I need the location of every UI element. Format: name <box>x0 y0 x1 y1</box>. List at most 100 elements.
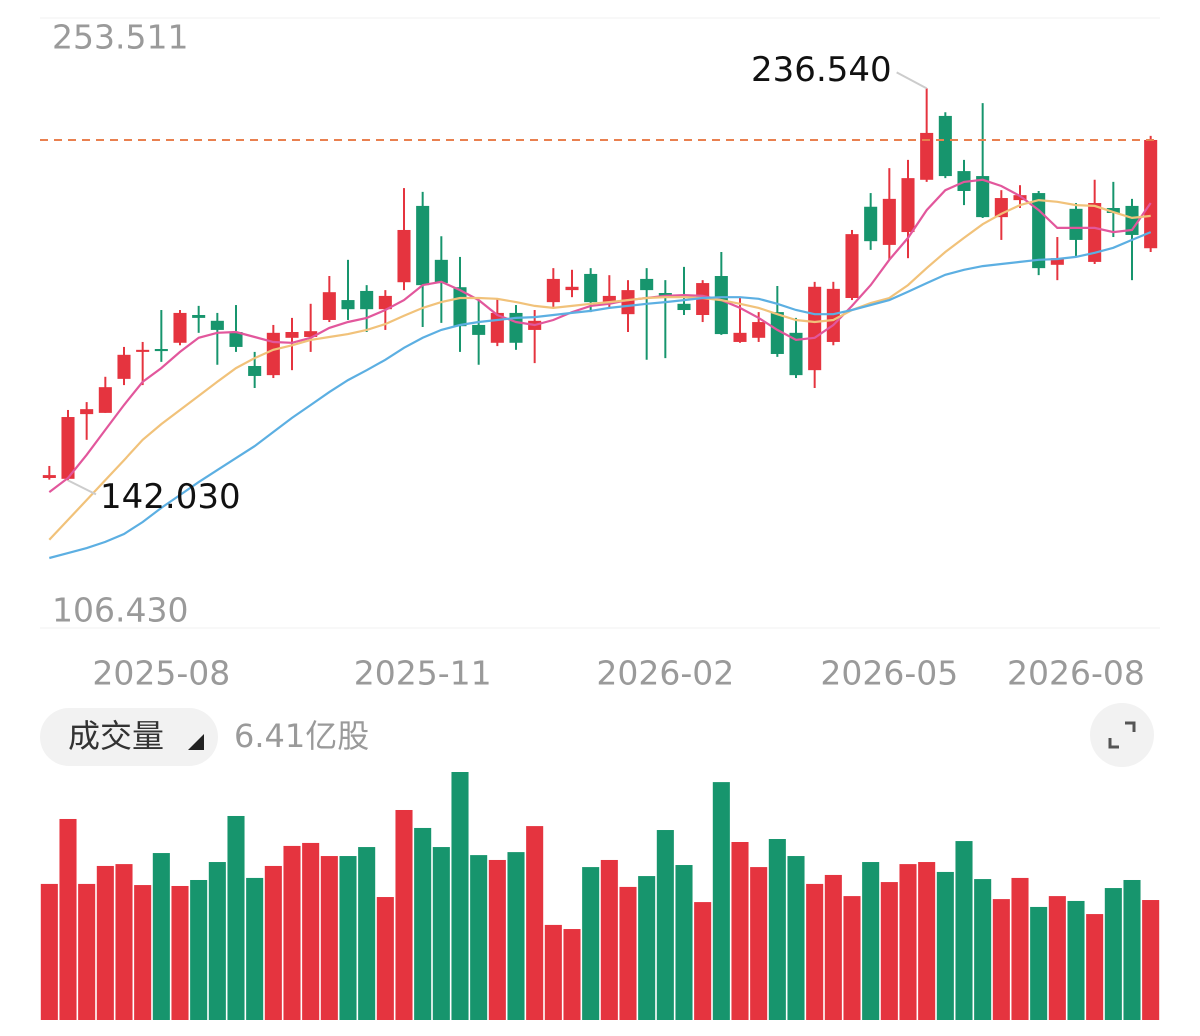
candle-body <box>248 366 262 376</box>
volume-bar <box>1030 906 1048 1020</box>
candle-body <box>808 286 822 371</box>
candle-body <box>266 332 280 376</box>
candle-body <box>304 331 318 337</box>
candle-body <box>1144 139 1158 249</box>
candle-body <box>154 349 168 352</box>
volume-bar <box>918 862 936 1020</box>
volume-bar <box>414 827 432 1020</box>
candle-body <box>621 290 635 315</box>
volume-bar <box>955 841 973 1020</box>
candle-body <box>1125 205 1139 235</box>
candle-body <box>565 286 579 291</box>
volume-header: 成交量 6.41亿股 <box>40 703 1154 767</box>
candle-body <box>602 295 616 303</box>
candle-body <box>864 206 878 242</box>
candle-body <box>173 312 187 343</box>
volume-bar <box>992 899 1010 1020</box>
x-tick-label: 2025-11 <box>354 654 492 693</box>
volume-bar <box>507 852 525 1020</box>
volume-bar <box>1123 879 1141 1020</box>
volume-bar <box>862 862 880 1020</box>
candle-body <box>117 354 131 379</box>
volume-bar <box>544 924 562 1020</box>
low-label: 142.030 <box>100 477 241 517</box>
volume-bar <box>638 876 656 1020</box>
leader-line <box>67 479 97 496</box>
volume-bar <box>190 879 208 1020</box>
candle-body <box>192 314 206 318</box>
labels: 253.511 106.430 2025-08 2025-11 2026-02 2026-… <box>52 18 1145 693</box>
volume-bar <box>899 864 917 1020</box>
y-tick-label: 106.430 <box>52 591 188 630</box>
candle-body <box>901 178 915 233</box>
volume-bar <box>320 856 338 1020</box>
candle-body <box>210 320 224 330</box>
volume-bar <box>787 856 805 1020</box>
volume-bar <box>470 855 488 1020</box>
candle-body <box>61 417 75 479</box>
candles <box>42 88 1158 481</box>
expand-bg <box>1090 703 1154 767</box>
x-tick-label: 2025-08 <box>92 654 230 693</box>
candle-body <box>229 332 243 347</box>
volume-bar <box>78 883 96 1020</box>
volume-bar <box>488 859 506 1020</box>
volume-bar <box>806 883 824 1020</box>
candle-body <box>938 115 952 177</box>
candle-body <box>677 303 691 311</box>
candle-body <box>1088 203 1102 262</box>
candle-body <box>733 332 747 342</box>
volume-value: 6.41亿股 <box>234 717 369 755</box>
volume-bar <box>974 879 992 1020</box>
volume-bar <box>339 856 357 1020</box>
volume-bar <box>227 815 245 1020</box>
expand-button[interactable] <box>1090 703 1154 767</box>
volume-bar <box>1104 888 1122 1020</box>
volume-bar <box>1011 877 1029 1020</box>
candle-body <box>1069 208 1083 240</box>
candle-body <box>416 205 430 286</box>
volume-bar <box>600 859 618 1020</box>
y-tick-label: 253.511 <box>52 18 188 57</box>
volume-bar <box>395 809 413 1020</box>
volume-bar <box>936 871 954 1020</box>
candle-body <box>826 288 840 342</box>
volume-bar <box>264 865 282 1020</box>
volume-bar <box>432 847 450 1020</box>
expand-icon <box>1108 721 1136 749</box>
candle-body <box>1106 207 1120 213</box>
candle-body <box>42 475 56 478</box>
candle-body <box>434 259 448 284</box>
candle-body <box>752 322 766 338</box>
volume-bar <box>750 867 768 1020</box>
volume-bar <box>134 885 152 1020</box>
leader-line <box>896 71 928 90</box>
x-tick-label: 2026-08 <box>1007 654 1145 693</box>
volume-bar <box>246 877 264 1020</box>
candle-body <box>1050 258 1064 265</box>
candle-body <box>1032 193 1046 269</box>
candle-body <box>98 387 112 413</box>
volume-bar <box>880 882 898 1020</box>
candle-body <box>136 349 150 352</box>
volume-bar <box>1086 914 1104 1020</box>
candle-body <box>1013 195 1027 201</box>
volume-bar <box>712 782 730 1020</box>
volume-bar <box>1048 896 1066 1020</box>
volume-bar <box>563 929 581 1020</box>
candle-body <box>770 312 784 354</box>
grid <box>40 17 1160 629</box>
volume-bar <box>59 818 77 1020</box>
x-tick-label: 2026-05 <box>820 654 958 693</box>
volume-bar <box>376 897 394 1020</box>
volume-bar <box>96 865 114 1020</box>
volume-bar <box>843 896 861 1020</box>
volume-selector[interactable] <box>40 708 218 766</box>
candle-body <box>472 324 486 335</box>
volume-bar <box>208 862 226 1020</box>
volume-bar <box>40 883 58 1020</box>
volume-title: 成交量 <box>68 717 164 755</box>
volume-bar <box>694 902 712 1020</box>
candle-body <box>378 295 392 310</box>
volume-bar <box>768 839 786 1020</box>
